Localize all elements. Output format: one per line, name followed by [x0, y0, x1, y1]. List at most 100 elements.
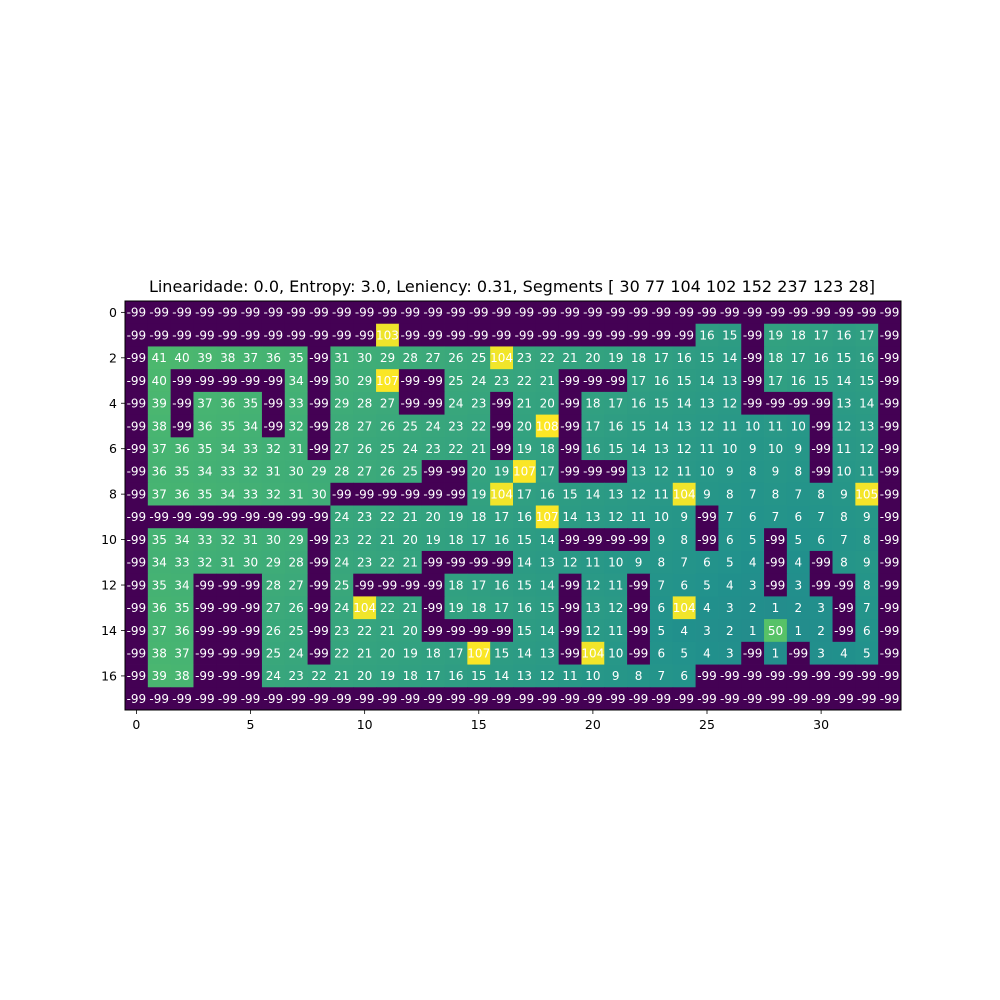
cell-value-label: -99: [127, 692, 147, 706]
cell-value-label: 32: [243, 465, 258, 479]
heatmap-cell: [125, 641, 149, 665]
heatmap-cell: [741, 664, 765, 688]
heatmap-cell: [467, 619, 491, 643]
heatmap-cell: [741, 346, 765, 370]
heatmap-cell: [490, 460, 514, 484]
cell-value-label: 17: [585, 419, 600, 433]
cell-value-label: -99: [606, 306, 626, 320]
cell-value-label: 31: [334, 351, 349, 365]
heatmap-cell: [170, 573, 194, 597]
heatmap-cell: [216, 369, 240, 393]
cell-value-label: 6: [794, 510, 802, 524]
cell-value-label: 41: [152, 351, 167, 365]
cell-value-label: 22: [380, 556, 395, 570]
cell-value-label: 20: [357, 669, 372, 683]
cell-value-label: 11: [699, 442, 714, 456]
heatmap-cell: [421, 482, 445, 506]
cell-value-label: -99: [880, 533, 900, 547]
heatmap-cell: [398, 641, 423, 665]
heatmap-cell: [147, 664, 172, 688]
heatmap-cell: [376, 437, 400, 461]
cell-value-label: 104: [353, 601, 376, 615]
heatmap-cell: [330, 641, 354, 665]
heatmap-cell: [284, 528, 308, 552]
cell-value-label: 17: [448, 646, 463, 660]
heatmap-cell: [261, 596, 286, 620]
heatmap-cell: [216, 619, 240, 643]
heatmap-cell: [558, 391, 582, 416]
cell-value-label: 13: [631, 465, 646, 479]
cell-value-label: -99: [264, 419, 284, 433]
cell-value-label: 7: [658, 669, 666, 683]
heatmap-cell: [695, 323, 719, 347]
heatmap-cell: [878, 437, 902, 461]
cell-value-label: 1: [794, 624, 802, 638]
heatmap-cell: [672, 437, 696, 461]
cell-value-label: -99: [583, 306, 603, 320]
heatmap-cell: [193, 619, 217, 643]
heatmap-cell: [239, 301, 263, 325]
heatmap-cell: [786, 550, 811, 575]
heatmap-cell: [125, 346, 149, 370]
cell-value-label: -99: [880, 419, 900, 433]
y-tick-label: 6: [109, 441, 117, 456]
cell-value-label: -99: [629, 533, 649, 547]
cell-value-label: 12: [540, 669, 555, 683]
cell-value-label: -99: [127, 306, 147, 320]
heatmap-cell: [170, 550, 194, 575]
heatmap-cell: [649, 391, 674, 416]
heatmap-cell: [878, 573, 902, 597]
cell-value-label: -99: [629, 328, 649, 342]
heatmap-cell: [307, 482, 331, 506]
heatmap-cell: [513, 301, 537, 325]
heatmap-cell: [398, 619, 423, 643]
cell-value-label: -99: [264, 306, 284, 320]
heatmap-cell: [513, 573, 537, 597]
cell-value-label: -99: [743, 646, 763, 660]
heatmap-cell: [786, 505, 811, 529]
cell-value-label: 36: [174, 487, 189, 501]
cell-value-label: -99: [195, 374, 215, 388]
heatmap-cell: [193, 641, 217, 665]
heatmap-cell: [490, 414, 514, 438]
heatmap-cell: [147, 505, 172, 529]
cell-value-label: 7: [863, 601, 871, 615]
heatmap-cell: [809, 619, 833, 643]
heatmap-cell: [376, 664, 400, 688]
cell-value-label: 26: [357, 442, 372, 456]
heatmap-cell: [718, 528, 742, 552]
cell-value-label: 4: [749, 556, 757, 570]
heatmap-cell: [193, 528, 217, 552]
cell-value-label: 33: [243, 487, 258, 501]
heatmap-cell: [832, 641, 856, 665]
cell-value-label: 15: [517, 624, 532, 638]
heatmap-cell: [170, 596, 194, 620]
cell-value-label: 18: [540, 442, 555, 456]
cell-value-label: 15: [471, 669, 486, 683]
cell-value-label: 22: [311, 669, 326, 683]
heatmap-cell: [170, 619, 194, 643]
heatmap-cell: [353, 528, 377, 552]
heatmap-cell: [695, 346, 719, 370]
heatmap-cell: [239, 391, 263, 416]
heatmap-cell: [239, 414, 263, 438]
heatmap-cell: [125, 369, 149, 393]
cell-value-label: -99: [309, 646, 329, 660]
heatmap-cell: [855, 641, 879, 665]
cell-value-label: -99: [446, 556, 466, 570]
cell-value-label: 32: [197, 556, 212, 570]
heatmap-cell: [284, 619, 308, 643]
heatmap-cell: [421, 641, 445, 665]
heatmap-cell: [672, 573, 696, 597]
heatmap-cell: [558, 687, 582, 711]
cell-value-label: 107: [513, 465, 536, 479]
heatmap-cell: [513, 505, 537, 529]
heatmap-cell: [649, 619, 674, 643]
cell-value-label: -99: [560, 306, 580, 320]
heatmap-cell: [216, 460, 240, 484]
heatmap-cell: [672, 641, 696, 665]
heatmap-cell: [147, 619, 172, 643]
cell-value-label: 39: [152, 397, 167, 411]
cell-value-label: 12: [677, 442, 692, 456]
heatmap-cell: [307, 596, 331, 620]
